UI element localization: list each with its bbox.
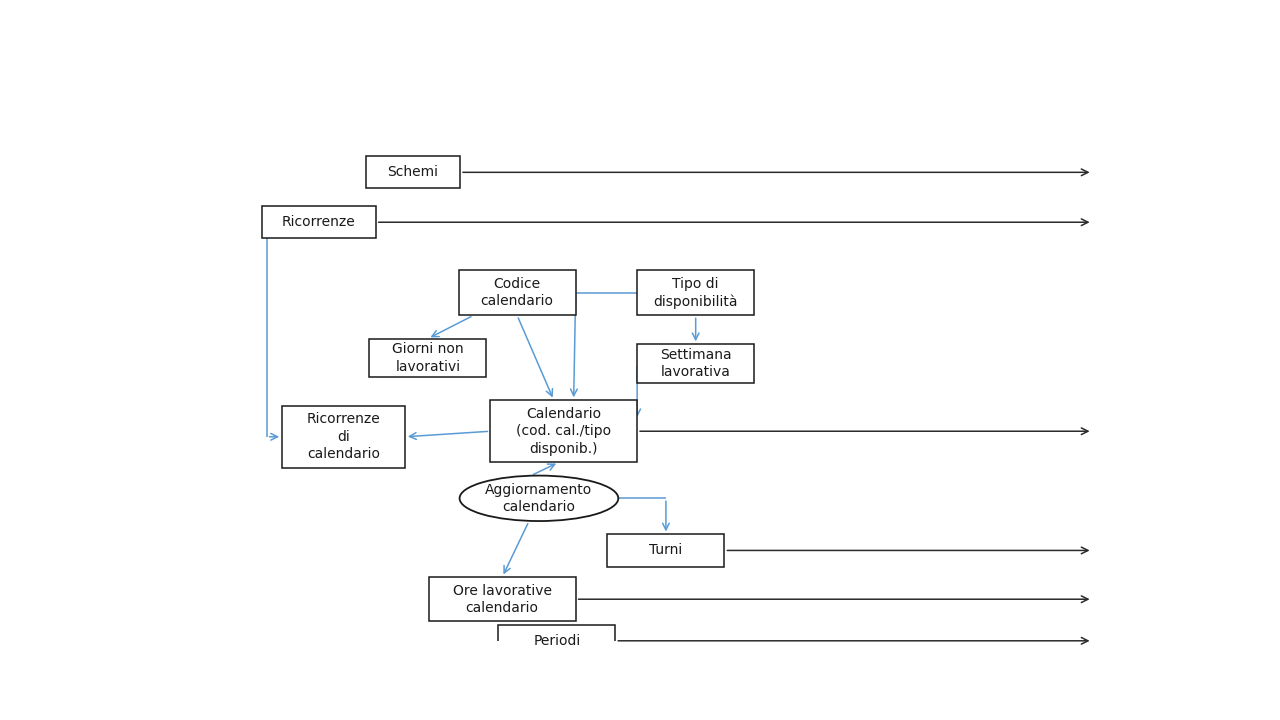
FancyBboxPatch shape — [261, 206, 376, 238]
FancyBboxPatch shape — [637, 344, 754, 383]
FancyBboxPatch shape — [490, 400, 637, 462]
Text: Giorni non
lavorativi: Giorni non lavorativi — [392, 343, 463, 374]
FancyBboxPatch shape — [429, 577, 576, 621]
FancyBboxPatch shape — [637, 270, 754, 315]
Text: Schemi: Schemi — [388, 166, 439, 179]
FancyBboxPatch shape — [282, 406, 404, 468]
Text: Aggiornamento
calendario: Aggiornamento calendario — [485, 482, 593, 514]
FancyBboxPatch shape — [608, 534, 724, 567]
Text: Tipo di
disponibilità: Tipo di disponibilità — [653, 276, 739, 309]
Text: Settimana
lavorativa: Settimana lavorativa — [660, 348, 731, 379]
FancyBboxPatch shape — [458, 270, 576, 315]
FancyBboxPatch shape — [366, 156, 460, 189]
FancyBboxPatch shape — [370, 338, 486, 377]
Ellipse shape — [460, 476, 618, 521]
Text: Codice
calendario: Codice calendario — [480, 277, 554, 308]
Text: Ricorrenze
di
calendario: Ricorrenze di calendario — [307, 413, 380, 461]
Text: Ricorrenze: Ricorrenze — [282, 215, 356, 229]
Text: Periodi: Periodi — [534, 634, 580, 648]
Text: Calendario
(cod. cal./tipo
disponib.): Calendario (cod. cal./tipo disponib.) — [516, 407, 612, 456]
Text: Ore lavorative
calendario: Ore lavorative calendario — [453, 584, 552, 615]
Text: Turni: Turni — [649, 544, 682, 557]
FancyBboxPatch shape — [498, 625, 616, 657]
